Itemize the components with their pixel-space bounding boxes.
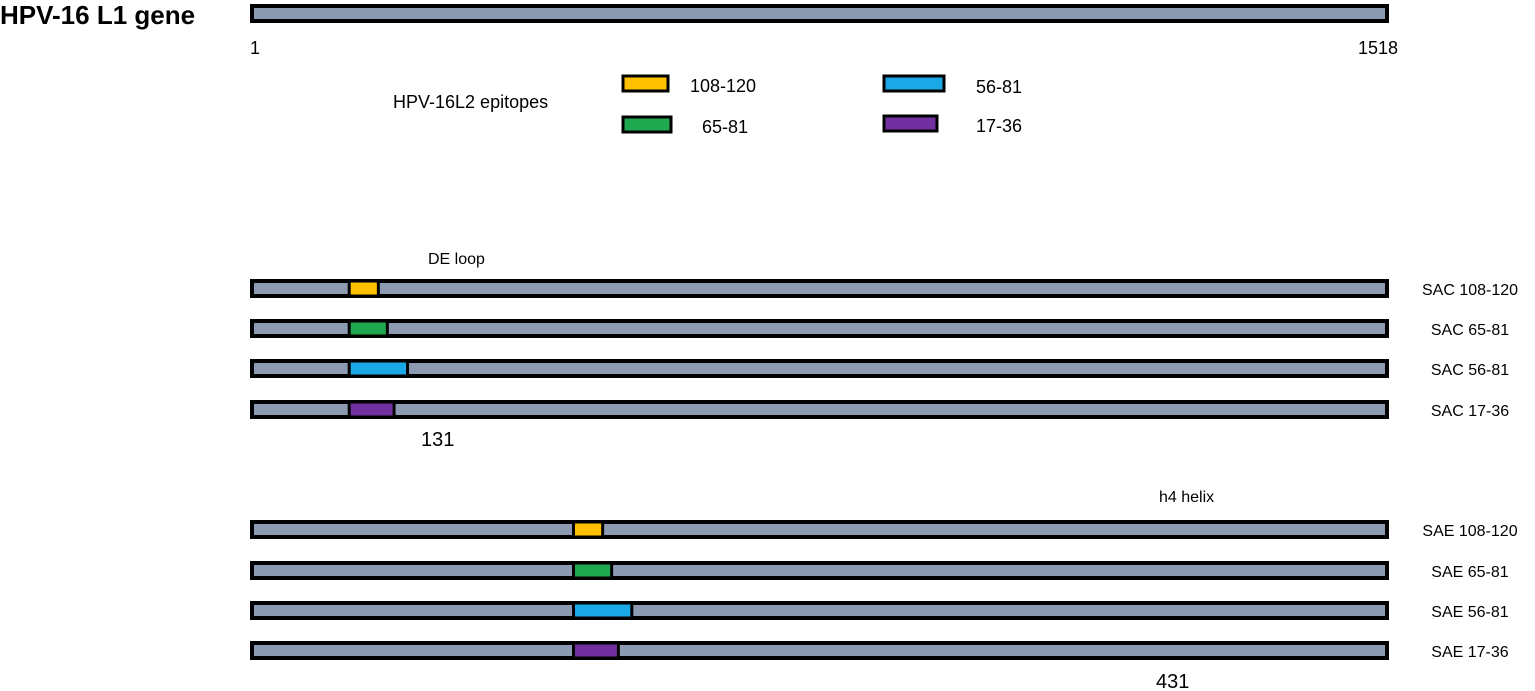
- construct-label: SAE 65-81: [1431, 564, 1508, 581]
- legend-swatch: [621, 74, 670, 93]
- construct-label: SAC 17-36: [1431, 403, 1509, 420]
- construct-gene-bar: [250, 641, 1389, 660]
- construct-row: SAE 65-81: [250, 561, 1509, 581]
- epitope-insert: [572, 561, 614, 580]
- construct-row: SAE 17-36: [250, 641, 1509, 661]
- h4-helix-group: h4 helix 431 SAE 108-120 SAE 65-81 SAE 56-…: [250, 489, 1518, 691]
- construct-label: SAE 17-36: [1431, 644, 1508, 661]
- construct-row: SAC 17-36: [250, 400, 1509, 420]
- legend-title: HPV-16L2 epitopes: [393, 92, 548, 112]
- legend-swatch: [882, 114, 939, 133]
- construct-label: SAC 56-81: [1431, 362, 1509, 379]
- construct-row: SAC 65-81: [250, 319, 1509, 339]
- legend-label: 56-81: [976, 77, 1022, 97]
- construct-row: SAE 108-120: [250, 520, 1518, 540]
- legend-item-65-81: 65-81: [621, 115, 748, 137]
- epitope-insert: [572, 601, 634, 620]
- legend-label: 17-36: [976, 116, 1022, 136]
- construct-row: SAC 56-81: [250, 359, 1509, 379]
- epitope-insert: [347, 319, 389, 338]
- construct-label: SAC 108-120: [1422, 282, 1518, 299]
- legend-swatch: [621, 115, 673, 134]
- construct-gene-bar: [250, 520, 1389, 539]
- construct-gene-bar: [250, 561, 1389, 580]
- construct-label: SAE 108-120: [1422, 523, 1517, 540]
- epitope-insert: [347, 279, 380, 298]
- construct-row: SAC 108-120: [250, 279, 1518, 299]
- gene-start-label: 1: [250, 38, 260, 58]
- epitope-insert: [347, 400, 396, 419]
- construct-row: SAE 56-81: [250, 601, 1509, 621]
- legend-item-56-81: 56-81: [882, 74, 1022, 97]
- legend-label: 108-120: [690, 76, 756, 96]
- construct-gene-bar: [250, 319, 1389, 338]
- construct-gene-bar: [250, 400, 1389, 419]
- l1-gene-bar: [250, 4, 1389, 23]
- gene-end-label: 1518: [1358, 38, 1398, 58]
- construct-gene-bar: [250, 279, 1389, 298]
- construct-label: SAE 56-81: [1431, 604, 1508, 621]
- construct-gene-bar: [250, 601, 1389, 620]
- epitope-insert: [572, 641, 620, 660]
- construct-label: SAC 65-81: [1431, 322, 1509, 339]
- insert-position-label: 131: [421, 429, 454, 451]
- legend-swatch: [882, 74, 946, 93]
- region-label-de-loop: DE loop: [428, 251, 485, 268]
- de-loop-group: DE loop 131 SAC 108-120 SAC 65-81 SAC 56-8…: [250, 251, 1518, 451]
- construct-gene-bar: [250, 359, 1389, 378]
- legend-item-108-120: 108-120: [621, 74, 756, 96]
- insert-position-label: 431: [1156, 671, 1189, 691]
- legend-label: 65-81: [702, 117, 748, 137]
- region-label-h4-helix: h4 helix: [1159, 489, 1214, 506]
- epitope-insert: [572, 520, 605, 539]
- epitope-insert: [347, 359, 410, 378]
- legend-item-17-36: 17-36: [882, 114, 1022, 136]
- diagram-title: HPV-16 L1 gene: [0, 0, 195, 30]
